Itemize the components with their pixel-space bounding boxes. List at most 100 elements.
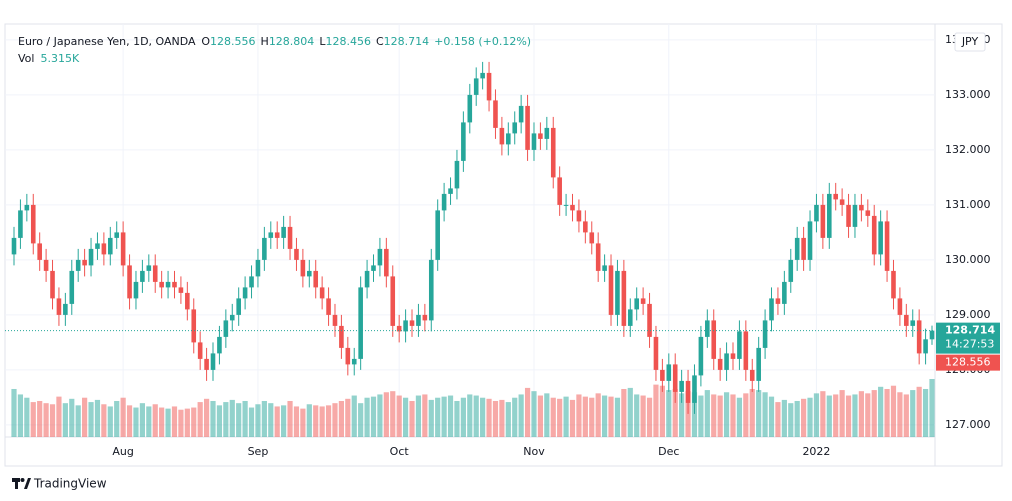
volume-bar [460, 397, 466, 437]
candle-body [140, 270, 145, 282]
candle-body [18, 210, 23, 238]
volume-bar [582, 396, 588, 437]
candle-body [493, 100, 498, 128]
candle-body [50, 270, 55, 299]
volume-bar [422, 394, 428, 437]
candle-body [525, 105, 530, 150]
candle-body [24, 204, 30, 211]
volume-bar [82, 397, 88, 437]
candle-body [403, 320, 408, 332]
candle-body [801, 237, 806, 260]
candle-body [229, 314, 235, 321]
candle-body [473, 78, 479, 95]
candle-body [191, 309, 197, 343]
candle-body [268, 232, 274, 238]
volume-bar [653, 384, 659, 437]
volume-bar [306, 404, 312, 437]
candle-body [249, 276, 254, 288]
volume-bar [640, 395, 646, 437]
candle-body [698, 336, 704, 376]
volume-bar [146, 406, 152, 437]
volume-bar [332, 403, 338, 437]
y-tick-label: 132.000 [945, 143, 991, 156]
volume-bar [627, 387, 633, 437]
volume-bar [467, 394, 473, 437]
candle-body [467, 94, 473, 123]
volume-bar [428, 399, 434, 437]
candle-body [711, 320, 717, 359]
volume-bar [377, 394, 383, 437]
candle-body [647, 303, 652, 337]
candle-body [454, 160, 460, 189]
candle-body [839, 199, 845, 205]
candle-body [538, 133, 543, 139]
volume-bar [268, 403, 274, 437]
volume-bar [685, 391, 691, 437]
ohlc-prefix: C [376, 35, 384, 48]
candle-body [69, 270, 75, 304]
candle-body [120, 232, 126, 266]
candle-body [371, 265, 376, 271]
volume-bar [589, 397, 595, 437]
candle-body [300, 259, 306, 277]
candle-body [820, 204, 826, 238]
open-price-label: 128.556 [945, 356, 991, 369]
volume-bar [101, 404, 107, 437]
volume-bar [24, 397, 30, 437]
candle-body [916, 320, 922, 354]
candle-body [422, 314, 428, 321]
volume-bar [261, 400, 267, 437]
volume-bar [338, 400, 344, 437]
volume-bar [871, 390, 877, 437]
countdown-label: 14:27:53 [945, 338, 994, 351]
volume-bar [184, 408, 190, 437]
volume-bar [897, 392, 903, 437]
axes: 127.000128.000129.000130.000131.000132.0… [5, 32, 1000, 458]
candle-body [204, 358, 209, 370]
candle-body [506, 133, 511, 145]
volume-bar [858, 391, 864, 437]
volume-bar [126, 405, 133, 437]
candles [11, 61, 935, 414]
candle-body [82, 259, 87, 266]
candle-body [384, 248, 389, 277]
volume-bar [781, 399, 787, 437]
candle-body [743, 331, 749, 370]
volume-bar [75, 405, 81, 437]
candle-body [826, 193, 832, 238]
y-tick-label: 130.000 [945, 253, 991, 266]
volume-bar [743, 393, 749, 437]
candle-body [717, 358, 723, 370]
volume-bar [602, 395, 608, 437]
candle-body [653, 336, 659, 370]
volume-bar [274, 406, 280, 437]
volume-bar [813, 393, 820, 437]
candle-body [172, 281, 177, 288]
volume-bar [210, 400, 216, 437]
chart-frame [4, 23, 1003, 467]
volume-bar [608, 396, 614, 437]
volume-bar [845, 395, 852, 437]
candle-body [794, 237, 800, 260]
volume-bar [505, 402, 511, 437]
volume-bar [698, 395, 704, 437]
candle-body [878, 221, 883, 255]
candle-body [152, 265, 158, 282]
volume-bar [345, 398, 351, 437]
candle-body [589, 232, 595, 244]
candle-body [807, 221, 813, 260]
volume-bar [49, 404, 56, 437]
volume-bar [159, 407, 165, 437]
volume-bar [711, 394, 717, 437]
volume-bar [165, 408, 171, 437]
candle-body [929, 330, 935, 340]
candle-body [319, 287, 325, 299]
logo-part [15, 478, 18, 489]
volume-bar [486, 398, 492, 437]
volume-bar [383, 392, 389, 437]
volume-bar [916, 386, 922, 437]
candle-body [95, 243, 100, 249]
candle-body [197, 342, 203, 359]
candle-body [358, 287, 363, 359]
volume-bar [762, 392, 768, 437]
